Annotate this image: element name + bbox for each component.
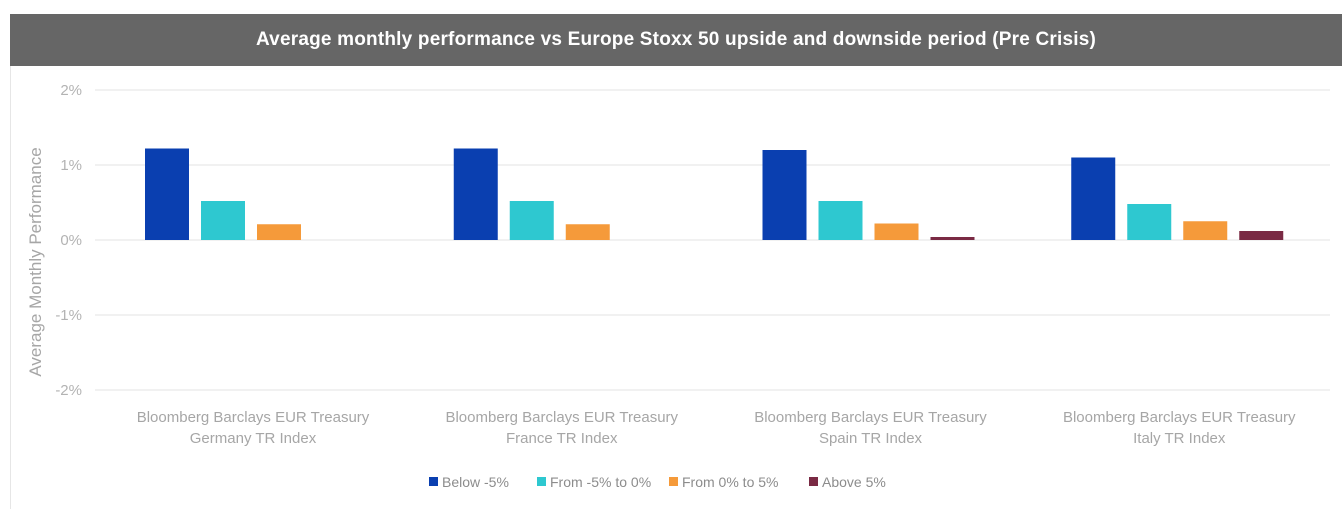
bar (818, 201, 863, 240)
x-tick-label: Germany TR Index (190, 430, 317, 447)
y-tick-label: 1% (60, 157, 82, 174)
legend-entry: From 0% to 5% (682, 474, 778, 490)
x-tick-label: Spain TR Index (819, 430, 923, 447)
x-tick-label: Italy TR Index (1133, 430, 1226, 447)
legend-swatch (537, 477, 546, 486)
legend-swatch (669, 477, 678, 486)
bar (762, 150, 807, 240)
bar (1071, 157, 1116, 240)
legend-swatch (809, 477, 818, 486)
bar (509, 201, 554, 240)
legend-swatch (429, 477, 438, 486)
bar (257, 224, 301, 240)
legend-entry: From -5% to 0% (550, 474, 651, 490)
bar (1127, 204, 1172, 240)
bar (201, 201, 245, 240)
x-tick-label: Bloomberg Barclays EUR Treasury (1063, 409, 1296, 426)
x-tick-label: Bloomberg Barclays EUR Treasury (137, 409, 370, 426)
bar (930, 237, 975, 240)
chart-title: Average monthly performance vs Europe St… (10, 14, 1342, 66)
x-tick-label: Bloomberg Barclays EUR Treasury (445, 409, 678, 426)
x-tick-label: France TR Index (506, 430, 618, 447)
bar (145, 148, 189, 240)
bar (1239, 231, 1284, 240)
y-axis-label: Average Monthly Performance (26, 147, 45, 376)
bar (565, 224, 610, 240)
legend-entry: Above 5% (822, 474, 886, 490)
bar (874, 223, 919, 240)
x-tick-label: Bloomberg Barclays EUR Treasury (754, 409, 987, 426)
y-tick-label: 2% (60, 82, 82, 99)
y-tick-label: 0% (60, 232, 82, 249)
bar (1183, 221, 1228, 240)
y-tick-label: -1% (55, 307, 82, 324)
bar (453, 148, 498, 240)
legend-entry: Below -5% (442, 474, 509, 490)
y-tick-label: -2% (55, 382, 82, 399)
frame-left-edge (10, 66, 11, 509)
